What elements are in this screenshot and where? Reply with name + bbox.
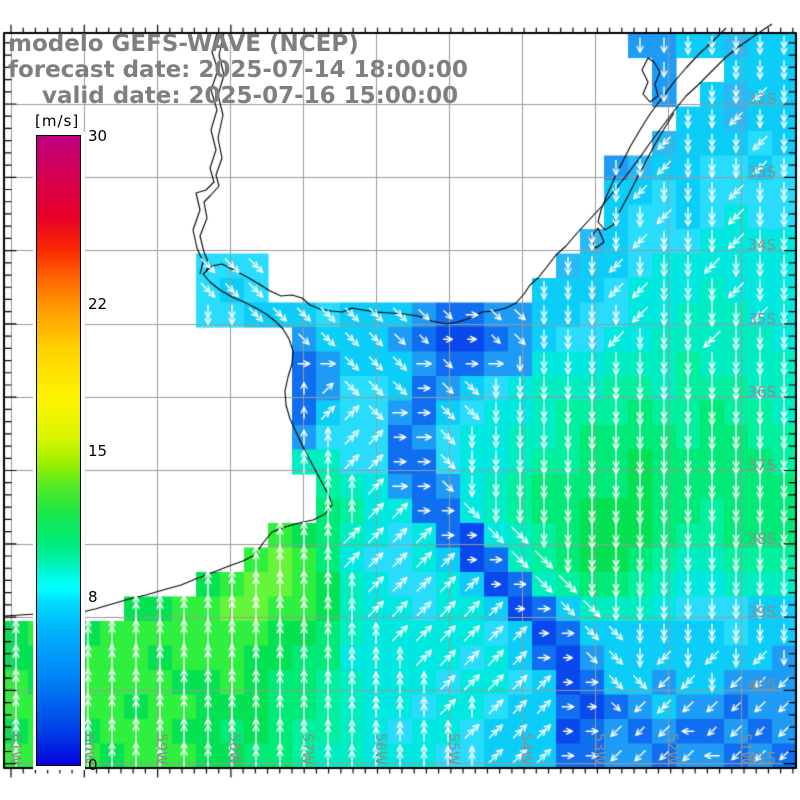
colorbar	[33, 132, 85, 770]
colorbar-units-label: [m/s]	[35, 112, 80, 130]
colorbar-tick-0: 0	[88, 756, 98, 774]
lat-tick-label-37S: 37S	[747, 456, 776, 474]
valid-date-label: valid date: 2025-07-16 15:00:00	[42, 83, 459, 109]
lon-tick-label-54W: 54W	[518, 733, 534, 765]
lat-tick-label-41S: 41S	[747, 749, 776, 767]
lon-tick-label-57W: 57W	[299, 733, 315, 765]
lon-tick-label-51W: 51W	[737, 733, 753, 765]
lon-tick-label-59W: 59W	[153, 733, 169, 765]
lon-tick-label-52W: 52W	[664, 733, 680, 765]
lon-tick-label-55W: 55W	[445, 733, 461, 765]
colorbar-gradient	[36, 135, 81, 766]
lon-tick-label-53W: 53W	[591, 733, 607, 765]
lon-tick-label-58W: 58W	[226, 733, 242, 765]
lat-tick-label-36S: 36S	[747, 383, 776, 401]
lat-tick-label-38S: 38S	[747, 530, 776, 548]
colorbar-tick-22: 22	[88, 295, 108, 313]
colorbar-tick-8: 8	[88, 588, 98, 606]
forecast-date-label: forecast date: 2025-07-14 18:00:00	[8, 57, 468, 83]
lat-tick-label-32S: 32S	[747, 90, 776, 108]
model-title: modelo GEFS-WAVE (NCEP)	[8, 31, 359, 57]
lat-tick-label-34S: 34S	[747, 236, 776, 254]
lat-tick-label-39S: 39S	[747, 603, 776, 621]
lon-tick-label-61W: 61W	[7, 733, 23, 765]
lat-tick-label-35S: 35S	[747, 310, 776, 328]
lat-tick-label-33S: 33S	[747, 163, 776, 181]
colorbar-tick-30: 30	[88, 127, 108, 145]
colorbar-tick-15: 15	[88, 442, 108, 460]
lat-tick-label-40S: 40S	[747, 676, 776, 694]
lon-tick-label-56W: 56W	[372, 733, 388, 765]
